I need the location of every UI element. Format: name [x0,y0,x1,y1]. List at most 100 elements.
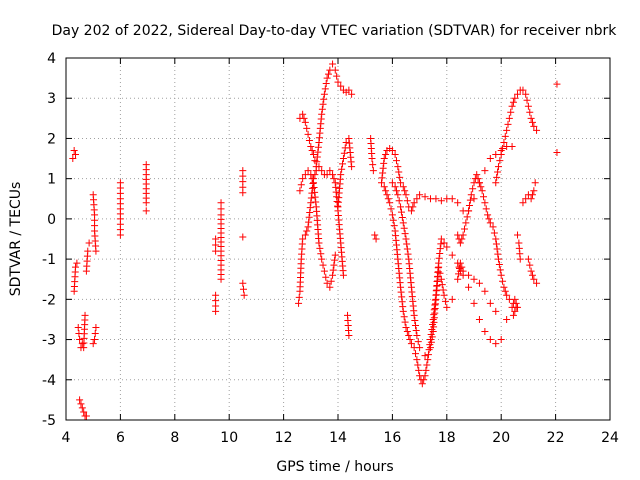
data-point [516,255,524,263]
data-point [530,187,538,195]
data-point [305,218,313,226]
data-point [448,251,456,259]
data-point [481,167,489,175]
data-point [441,297,449,305]
data-point [463,213,471,221]
data-point [329,60,337,68]
data-point [413,356,421,364]
data-point [508,102,516,110]
data-point [400,313,408,321]
data-point [326,167,334,175]
data-point [486,155,494,163]
data-point [503,291,511,299]
data-point [217,199,225,207]
data-point [454,275,462,283]
data-point [321,85,329,93]
x-tick-label: 12 [275,430,293,446]
data-point [421,352,429,360]
data-point [323,279,331,287]
data-point [348,163,356,171]
data-point [345,332,353,340]
data-point [315,239,323,247]
data-point [448,295,456,303]
data-point [519,86,527,94]
data-point [480,193,488,201]
data-point [397,203,405,211]
data-point [497,151,505,159]
data-point [81,311,89,319]
data-point [212,241,220,249]
data-point [378,174,386,182]
data-point [315,163,323,171]
data-point [494,255,502,263]
data-point [337,171,345,179]
data-point [392,187,400,195]
data-point [492,307,500,315]
data-point [306,204,314,212]
data-point [426,344,434,352]
data-point [519,199,527,207]
data-point [465,271,473,279]
data-point [383,191,391,199]
x-tick-label: 14 [329,430,347,446]
data-point [334,78,342,86]
data-point [402,235,410,243]
data-point [500,283,508,291]
data-point [301,118,309,126]
grid-lines [66,58,610,420]
data-point [462,219,470,227]
data-point [301,231,309,239]
data-point [493,245,501,253]
x-tick-label: 6 [116,430,125,446]
data-point [494,168,502,176]
data-point [465,201,473,209]
data-point [380,159,388,167]
data-point [413,332,421,340]
data-point [295,299,303,307]
data-point [501,287,509,295]
data-point [388,179,396,187]
data-point [320,267,328,275]
data-point [430,311,438,319]
data-point [387,205,395,213]
data-point [392,157,400,165]
data-point [524,255,532,263]
data-point [369,167,377,175]
data-point [414,361,422,369]
data-point [394,191,402,199]
x-tick-label: 8 [170,430,179,446]
data-point [473,171,481,179]
data-point [389,216,397,224]
data-point [424,356,432,364]
data-point [440,291,448,299]
data-point [382,187,390,195]
data-point [318,167,326,175]
data-point [390,222,398,230]
data-point [331,251,339,259]
data-point [310,151,318,159]
data-point [437,235,445,243]
data-point [410,199,418,207]
data-point [486,219,494,227]
data-point [470,275,478,283]
y-axis-label: SDTVAR / TECUs [8,182,24,297]
data-point [92,247,100,255]
data-point [499,277,507,285]
data-point [402,323,410,331]
data-point [299,110,307,118]
data-point [319,261,327,269]
data-point [505,295,513,303]
data-point [311,171,319,179]
data-point [509,98,517,106]
data-point [432,195,440,203]
x-axis-label: GPS time / hours [276,459,393,475]
data-point [318,105,326,113]
data-point [313,158,321,166]
data-point [512,303,520,311]
data-point [505,114,513,122]
data-point [497,336,505,344]
y-tick-label: 4 [47,51,56,67]
data-point [310,184,318,192]
data-point [495,260,503,268]
y-tick-label: 2 [47,131,56,147]
